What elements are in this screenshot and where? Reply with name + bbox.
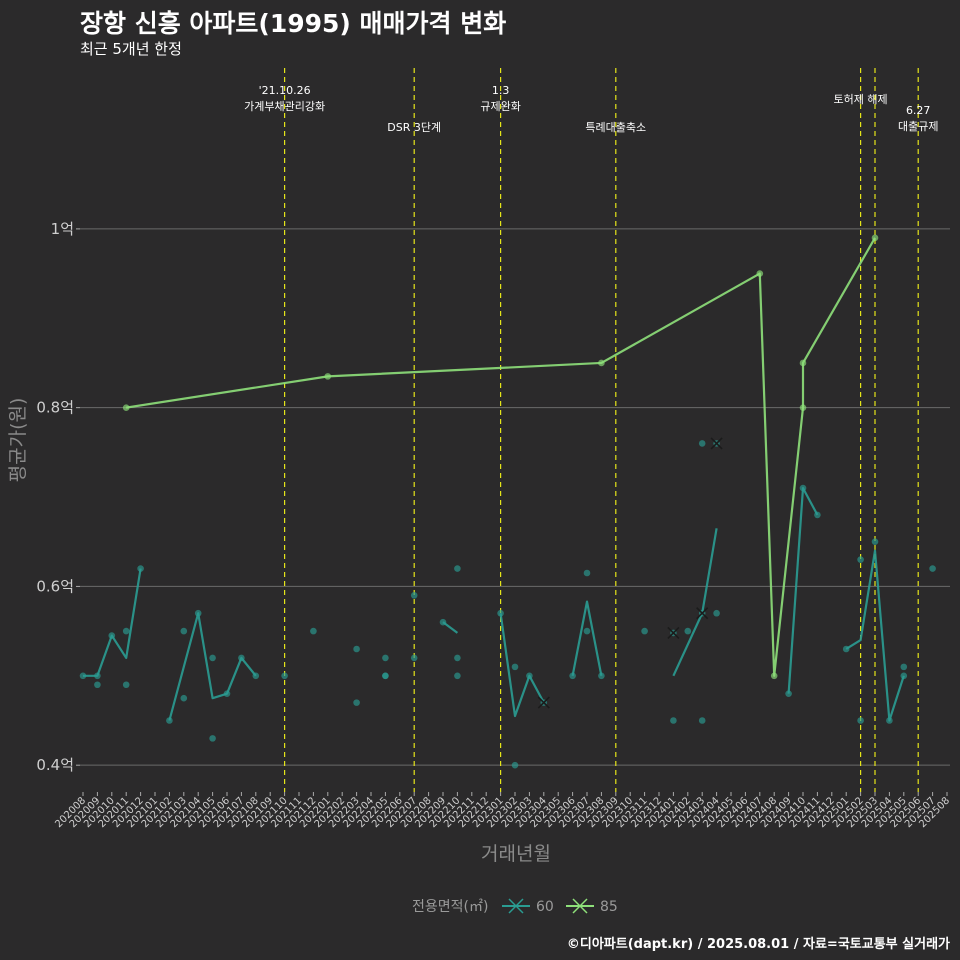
- data-point-60: [857, 717, 864, 724]
- legend: 전용면적(㎡) 60 85: [412, 898, 618, 915]
- series-line-60: [499, 613, 545, 718]
- x-marker-stroke: [696, 607, 709, 620]
- x-marker-60: [710, 437, 723, 450]
- event-label-line: 규제완화: [480, 100, 520, 113]
- data-point-60: [511, 761, 519, 769]
- axis-layer: 거래년월 평균가(원) 0.4억0.6억0.8억1억20200820200920…: [7, 220, 952, 865]
- series-line-60: [442, 621, 459, 634]
- data-point-60: [871, 538, 879, 546]
- data-point-60: [670, 717, 677, 724]
- data-point-60: [454, 672, 461, 680]
- data-point-60: [410, 654, 418, 662]
- data-point-60: [180, 694, 188, 702]
- chart-subtitle: 최근 5개년 한정: [80, 40, 182, 58]
- event-label: 특례대출축소: [585, 121, 646, 134]
- series-line-60: [787, 486, 819, 694]
- data-point-60: [698, 717, 706, 724]
- y-tick-label: 0.6억: [36, 577, 74, 595]
- data-point-60: [454, 565, 461, 572]
- y-axis-title: 평균가(원): [7, 398, 29, 483]
- series-line-60: [571, 600, 603, 677]
- y-tick-label: 0.4억: [36, 756, 74, 774]
- event-label-line: 특례대출축소: [585, 121, 646, 134]
- x-marker-stroke: [667, 626, 680, 639]
- chart-title: 장항 신흥 아파트(1995) 매매가격 변화: [80, 9, 507, 38]
- data-point-60: [122, 681, 130, 689]
- data-point-60: [641, 627, 648, 635]
- x-marker-60: [667, 626, 680, 639]
- data-point-60: [698, 440, 706, 447]
- legend-label-60: 60: [536, 899, 554, 915]
- series-layer: [79, 234, 936, 769]
- data-point-60: [209, 654, 216, 662]
- y-tick-label: 1억: [51, 220, 74, 238]
- data-point-60: [454, 654, 461, 662]
- data-point-60: [180, 627, 188, 635]
- data-point-60: [929, 565, 936, 572]
- data-point-60: [281, 672, 288, 680]
- event-label-line: DSR 3단계: [387, 121, 441, 134]
- data-point-60: [900, 663, 908, 671]
- data-point-60: [353, 645, 360, 653]
- series-line-60: [672, 528, 718, 677]
- event-label: 6.27 대출규제: [898, 104, 938, 133]
- data-point-60: [857, 556, 864, 563]
- event-label: DSR 3단계: [387, 121, 441, 134]
- event-label: 토허제 해제: [834, 92, 888, 106]
- x-marker-60: [696, 607, 709, 620]
- data-point-85: [122, 404, 130, 411]
- data-point-60: [511, 663, 519, 671]
- data-point-60: [353, 699, 360, 706]
- x-axis-title: 거래년월: [481, 843, 551, 865]
- data-point-60: [583, 627, 591, 635]
- data-point-60: [310, 627, 317, 635]
- y-tick-label: 0.8억: [36, 399, 74, 417]
- data-point-60: [583, 569, 591, 577]
- event-label-line: '21.10.26: [259, 84, 311, 97]
- data-point-60: [713, 609, 720, 617]
- legend-x-60b: [508, 898, 524, 914]
- event-label-line: 1.3: [492, 84, 510, 97]
- legend-label-85: 85: [600, 899, 618, 915]
- x-marker-60: [537, 696, 550, 709]
- data-point-60: [684, 627, 692, 635]
- event-label: '21.10.26 가계부채관리강화: [244, 84, 325, 113]
- source-caption: ©디아파트(dapt.kr) / 2025.08.01 / 자료=국토교통부 실…: [566, 937, 950, 952]
- data-point-60: [94, 681, 101, 689]
- event-label: 1.3 규제완화: [480, 84, 520, 113]
- data-point-60: [382, 672, 389, 680]
- event-label-line: 가계부채관리강화: [244, 100, 325, 113]
- legend-key-60: [502, 898, 530, 914]
- event-label-line: 토허제 해제: [834, 92, 888, 106]
- x-marker-stroke: [710, 437, 723, 450]
- data-point-60: [122, 627, 130, 635]
- series-line-60: [168, 612, 257, 721]
- data-point-60: [382, 654, 389, 662]
- data-point-60: [209, 735, 216, 742]
- series-line-60: [845, 549, 905, 722]
- event-label-line: 6.27: [906, 104, 931, 117]
- series-line-60: [83, 568, 142, 677]
- legend-key-85: [566, 898, 594, 914]
- legend-x-85b: [572, 898, 588, 914]
- legend-title: 전용면적(㎡): [412, 899, 488, 915]
- data-point-60: [410, 592, 418, 599]
- x-marker-stroke: [537, 696, 550, 709]
- event-label-line: 대출규제: [898, 120, 938, 133]
- series-line-85: [126, 237, 876, 677]
